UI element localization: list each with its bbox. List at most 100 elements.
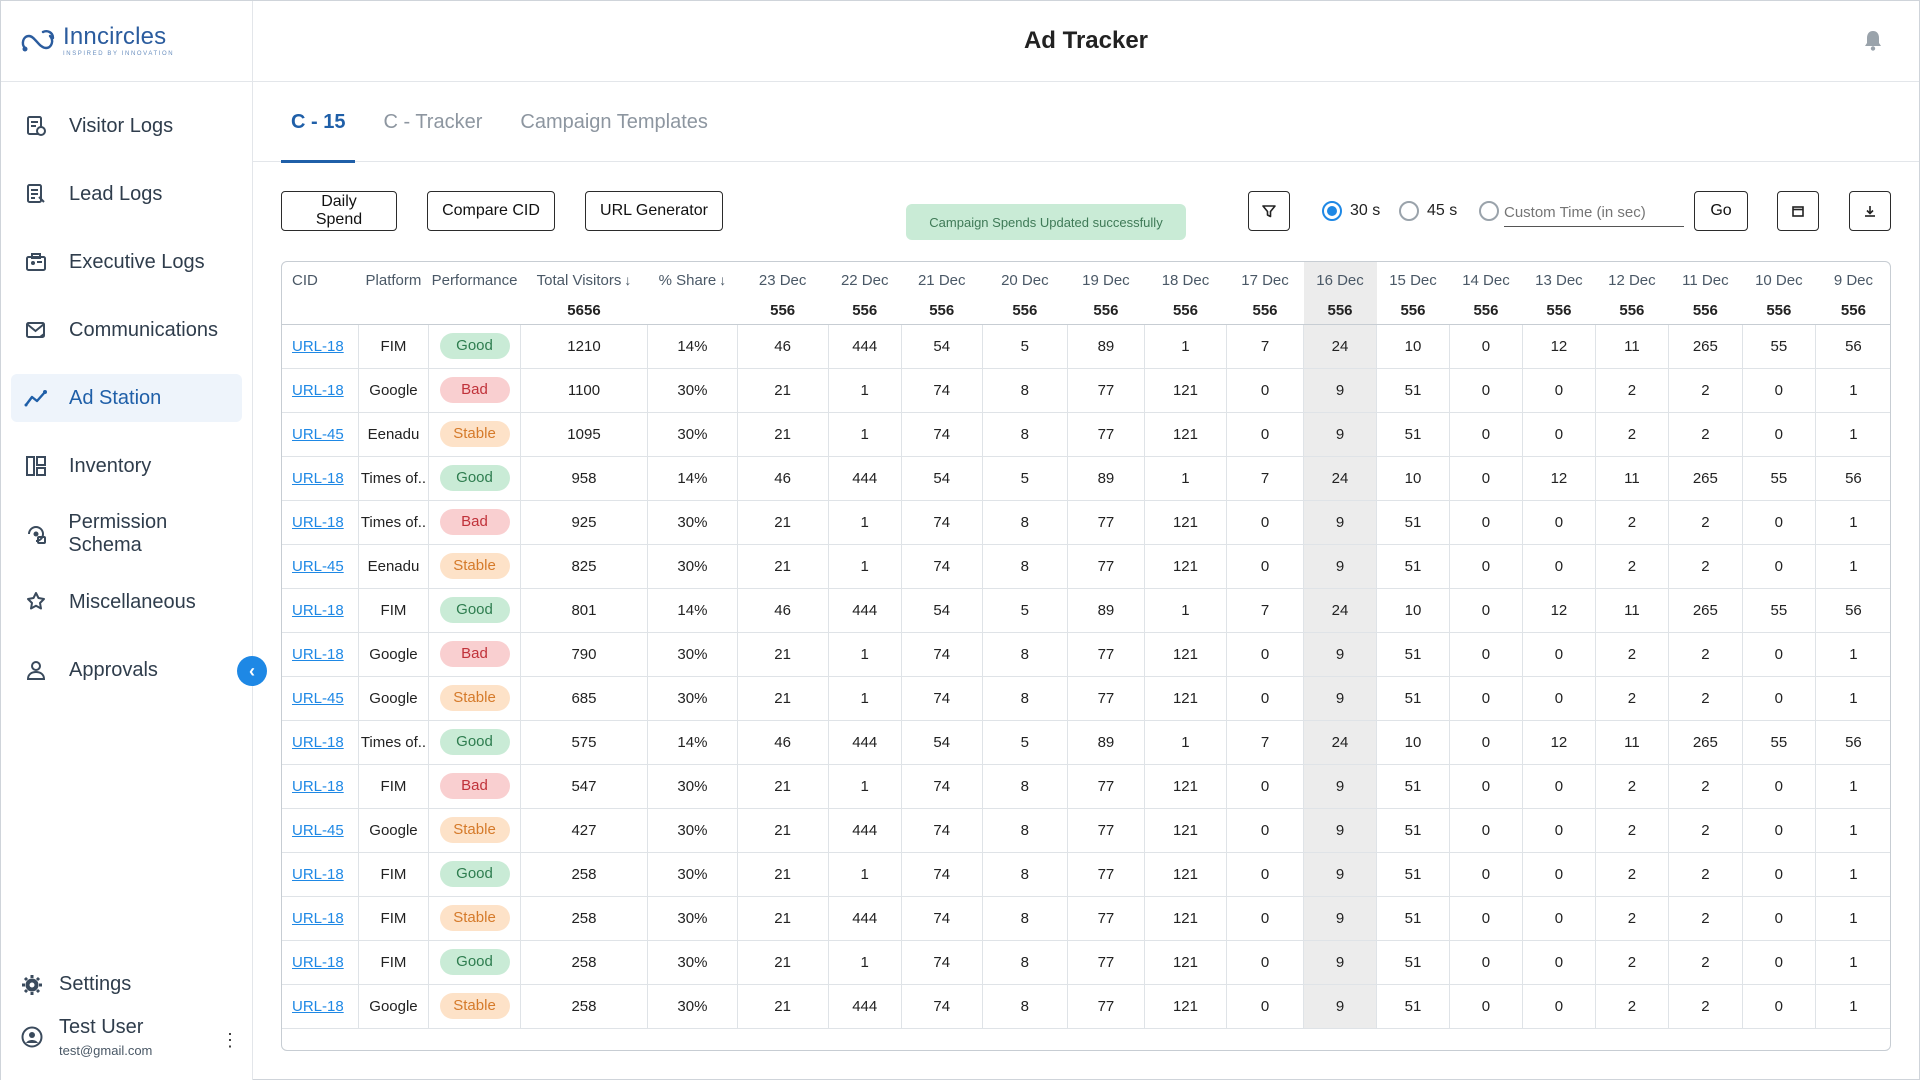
cid-cell: URL-45: [282, 412, 359, 457]
tab-c-tracker[interactable]: C - Tracker: [383, 110, 483, 133]
platform-cell: Google: [358, 632, 430, 677]
success-toast: Campaign Spends Updated successfully: [906, 204, 1186, 240]
cid-link[interactable]: URL-18: [292, 601, 344, 619]
radio-45s[interactable]: 45 s: [1399, 201, 1457, 221]
cid-link[interactable]: URL-45: [292, 425, 344, 443]
sort-arrow-down-icon[interactable]: ↓: [624, 271, 632, 288]
column-header[interactable]: % Share ↓: [648, 262, 737, 298]
sidebar-item-executive-logs[interactable]: Executive Logs: [11, 238, 242, 286]
data-cell: 790: [520, 632, 649, 677]
data-cell: 1: [1815, 940, 1890, 985]
table-row: URL-18 Google Bad 1100 30% 21 1 74 8 77 121 0 9 51 0 0 2…: [282, 368, 1890, 413]
data-cell: 8: [982, 808, 1068, 853]
cid-link[interactable]: URL-18: [292, 513, 344, 531]
cid-link[interactable]: URL-18: [292, 777, 344, 795]
filter-button[interactable]: [1248, 191, 1290, 231]
brand-tagline: INSPIRED BY INNOVATION: [63, 51, 175, 57]
cid-link[interactable]: URL-45: [292, 689, 344, 707]
data-cell: 0: [1449, 544, 1523, 589]
column-header[interactable]: Total Visitors ↓: [520, 262, 648, 298]
cid-cell: URL-18: [282, 632, 359, 677]
data-cell: 9: [1303, 984, 1377, 1029]
data-cell: 0: [1449, 940, 1523, 985]
radio-30s-indicator[interactable]: [1322, 201, 1342, 221]
sidebar-item-miscellaneous[interactable]: Miscellaneous: [11, 578, 242, 626]
performance-cell: Stable: [428, 896, 521, 941]
sidebar-item-inventory[interactable]: Inventory: [11, 442, 242, 490]
notification-bell-icon[interactable]: [1863, 29, 1883, 56]
data-cell: 1: [1144, 324, 1228, 369]
column-header: 20 Dec: [1001, 271, 1049, 289]
download-button[interactable]: [1849, 191, 1891, 231]
cid-link[interactable]: URL-18: [292, 953, 344, 971]
data-cell: 77: [1067, 412, 1145, 457]
sidebar: Inncircles INSPIRED BY INNOVATION Visito…: [1, 1, 267, 1080]
data-cell: 9: [1303, 368, 1377, 413]
data-cell: 1: [1815, 412, 1890, 457]
data-cell: 0: [1742, 632, 1816, 677]
cid-link[interactable]: URL-18: [292, 381, 344, 399]
sidebar-item-permission-schema[interactable]: Permission Schema: [11, 510, 242, 558]
data-cell: 30%: [647, 852, 738, 897]
brand-logo[interactable]: Inncircles INSPIRED BY INNOVATION: [19, 25, 174, 57]
data-cell: 8: [982, 368, 1068, 413]
compare-cid-button[interactable]: Compare CID: [427, 191, 555, 231]
data-cell: 89: [1067, 720, 1145, 765]
cid-link[interactable]: URL-45: [292, 557, 344, 575]
go-button[interactable]: Go: [1694, 191, 1748, 231]
sort-arrow-down-icon[interactable]: ↓: [719, 271, 727, 288]
sidebar-item-communications[interactable]: Communications: [11, 306, 242, 354]
radio-30s[interactable]: 30 s: [1322, 201, 1380, 221]
tab-c-15[interactable]: C - 15: [281, 82, 356, 163]
performance-cell: Bad: [428, 368, 521, 413]
data-cell: 30%: [647, 500, 738, 545]
data-cell: 121: [1144, 852, 1228, 897]
cid-link[interactable]: URL-18: [292, 909, 344, 927]
infinity-logo-icon: [21, 30, 55, 52]
calendar-button[interactable]: [1777, 191, 1819, 231]
sidebar-item-ad-station[interactable]: Ad Station: [11, 374, 242, 422]
url-generator-button[interactable]: URL Generator: [585, 191, 723, 231]
data-cell: 427: [520, 808, 649, 853]
data-cell: 8: [982, 632, 1068, 677]
settings-link[interactable]: Settings: [21, 973, 131, 996]
approvals-icon: [23, 657, 49, 683]
performance-badge: Stable: [439, 993, 510, 1019]
sidebar-item-visitor-logs[interactable]: Visitor Logs: [11, 102, 242, 150]
data-cell: 8: [982, 544, 1068, 589]
cid-link[interactable]: URL-18: [292, 733, 344, 751]
cid-link[interactable]: URL-18: [292, 865, 344, 883]
sidebar-item-lead-logs[interactable]: Lead Logs: [11, 170, 242, 218]
data-cell: 77: [1067, 984, 1145, 1029]
radio-custom-indicator[interactable]: [1479, 201, 1499, 221]
cid-cell: URL-18: [282, 720, 359, 765]
sidebar-item-approvals[interactable]: Approvals: [11, 646, 242, 694]
data-cell: 9: [1303, 544, 1377, 589]
radio-45s-indicator[interactable]: [1399, 201, 1419, 221]
radio-custom[interactable]: [1479, 201, 1499, 221]
data-cell: 0: [1226, 632, 1305, 677]
cid-link[interactable]: URL-18: [292, 337, 344, 355]
performance-badge: Good: [439, 949, 510, 975]
cid-link[interactable]: URL-45: [292, 821, 344, 839]
ad-station-icon: [23, 385, 49, 411]
data-cell: 30%: [647, 764, 738, 809]
more-options-icon[interactable]: ⋮: [221, 1030, 239, 1050]
daily-spend-button[interactable]: Daily Spend: [281, 191, 397, 231]
data-cell: 0: [1449, 896, 1523, 941]
data-cell: 1: [1815, 500, 1890, 545]
data-cell: 0: [1226, 412, 1305, 457]
data-cell: 1: [1144, 456, 1228, 501]
data-cell: 958: [520, 456, 649, 501]
tab-campaign-templates[interactable]: Campaign Templates: [520, 110, 708, 133]
data-cell: 2: [1668, 676, 1743, 721]
cid-link[interactable]: URL-18: [292, 997, 344, 1015]
collapse-sidebar-button[interactable]: ‹: [237, 656, 267, 686]
data-cell: 0: [1742, 984, 1816, 1029]
data-cell: 1: [828, 852, 902, 897]
cid-link[interactable]: URL-18: [292, 645, 344, 663]
data-cell: 265: [1668, 588, 1743, 633]
custom-time-input[interactable]: [1504, 201, 1684, 227]
cid-link[interactable]: URL-18: [292, 469, 344, 487]
